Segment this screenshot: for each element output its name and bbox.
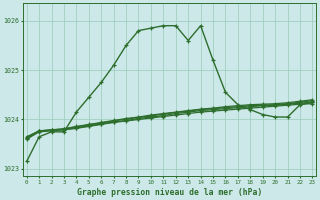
X-axis label: Graphe pression niveau de la mer (hPa): Graphe pression niveau de la mer (hPa) [77, 188, 262, 197]
